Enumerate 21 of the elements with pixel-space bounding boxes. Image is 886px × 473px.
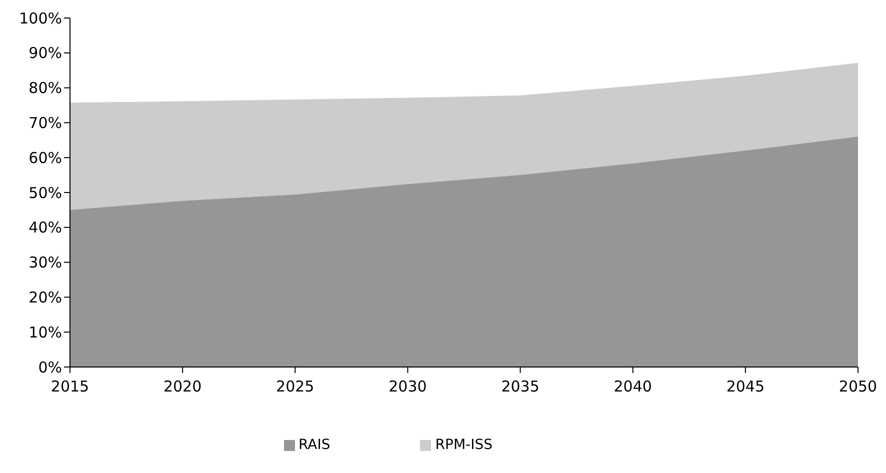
y-tick-label: 50% — [28, 184, 62, 202]
y-tick-label: 20% — [28, 288, 62, 307]
legend-label: RPM-ISS — [435, 437, 492, 453]
x-tick-label: 2040 — [614, 378, 652, 396]
y-tick-label: 0% — [38, 358, 62, 376]
y-tick-label: 60% — [28, 148, 62, 167]
x-tick-label: 2020 — [163, 378, 202, 396]
y-tick-label: 100% — [19, 9, 62, 28]
x-tick-label: 2050 — [838, 378, 878, 396]
y-tick-label: 90% — [28, 44, 62, 62]
x-tick-label: 2025 — [276, 378, 314, 396]
y-tick-label: 30% — [28, 254, 62, 272]
x-tick-label: 2045 — [726, 378, 765, 396]
y-tick-label: 10% — [28, 323, 62, 342]
x-tick-label: 2035 — [501, 378, 540, 396]
y-tick-label: 80% — [28, 79, 62, 98]
legend-label: RAIS — [298, 437, 330, 453]
y-tick-label: 40% — [28, 218, 62, 237]
x-tick-label: 2015 — [50, 378, 90, 396]
y-tick-label: 70% — [28, 114, 62, 132]
x-tick-label: 2030 — [388, 378, 427, 396]
